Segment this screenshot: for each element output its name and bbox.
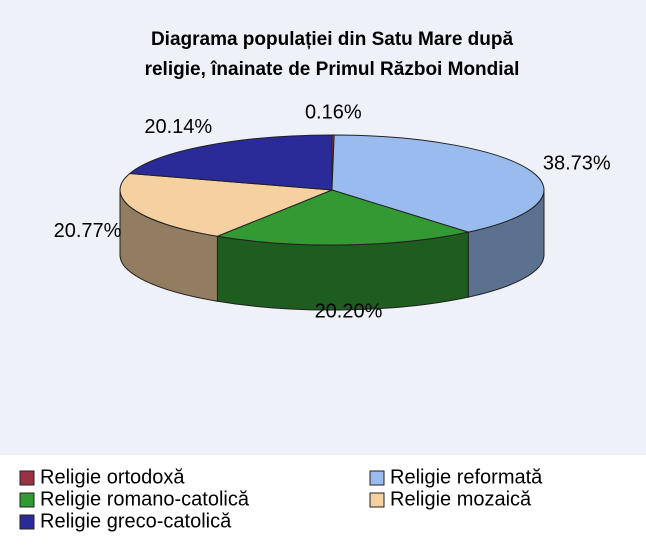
legend-label: Religie mozaică — [390, 488, 532, 510]
legend-swatch — [369, 492, 385, 508]
slice — [331, 134, 545, 233]
data-label: 0.16% — [305, 101, 362, 123]
chart-title: religie, înainate de Primul Război Mondi… — [145, 59, 520, 80]
legend-label: Religie ortodoxă — [40, 466, 185, 488]
data-label: 20.77% — [54, 220, 122, 242]
legend-label: Religie greco-catolică — [40, 510, 232, 532]
chart-title: Diagrama populației din Satu Mare după — [151, 29, 514, 50]
legend-label: Religie reformată — [390, 466, 543, 488]
legend-swatch — [369, 470, 385, 486]
data-label: 38.73% — [543, 152, 611, 174]
legend-swatch — [19, 470, 35, 486]
legend-label: Religie romano-catolică — [40, 488, 250, 510]
data-label: 20.14% — [144, 116, 212, 138]
slice — [215, 189, 471, 246]
legend-swatch — [19, 492, 35, 508]
slice — [119, 172, 333, 237]
legend-swatch — [19, 514, 35, 530]
data-label: 20.20% — [315, 301, 383, 323]
slice — [128, 134, 333, 191]
